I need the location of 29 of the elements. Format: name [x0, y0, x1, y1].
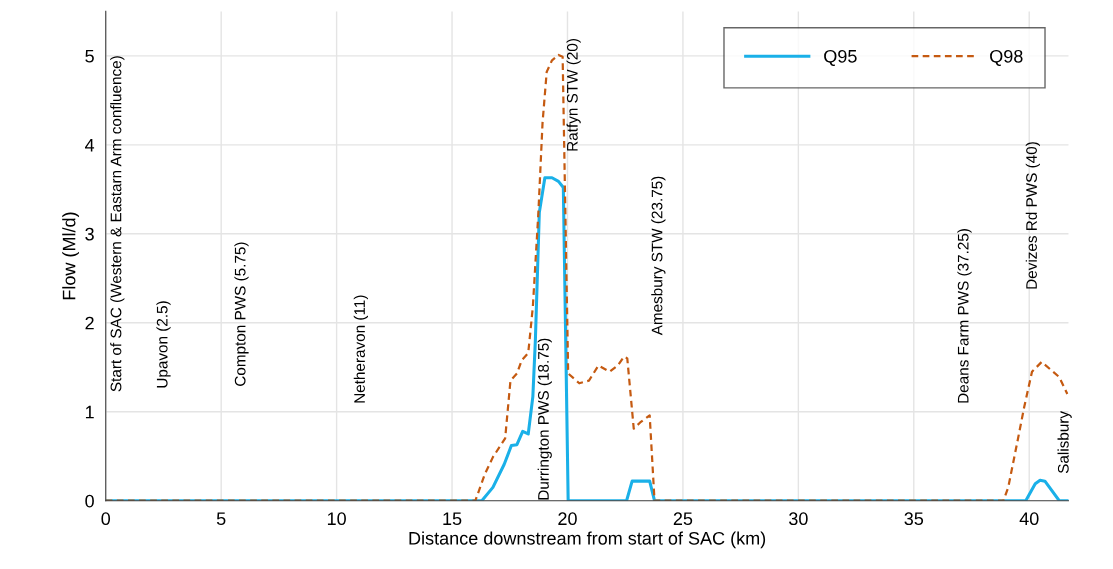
y-tick-label: 4 [85, 138, 95, 152]
x-tick-label: 25 [673, 512, 693, 526]
annotation: Durrington PWS (18.75) [537, 338, 552, 500]
x-tick-label: 5 [216, 512, 226, 526]
y-tick-label: 2 [85, 316, 94, 330]
x-axis-title: Distance downstream from start of SAC (km) [409, 531, 766, 549]
annotation: Upavon (2.5) [156, 301, 171, 388]
y-tick-label: 0 [85, 494, 94, 508]
annotation: Start of SAC (Western & Eastarn Arm confluence) [110, 56, 125, 392]
legend-label: Q95 [824, 49, 857, 66]
x-tick-label: 10 [327, 512, 346, 526]
annotation: Ratfyn STW (20) [566, 39, 581, 151]
legend-label: Q98 [990, 49, 1023, 66]
x-tick-label: 0 [101, 512, 111, 526]
annotation: Deans Farm PWS (37.25) [957, 229, 972, 403]
x-tick-label: 35 [904, 512, 924, 526]
x-tick-label: 15 [443, 512, 462, 526]
y-tick-label: 5 [85, 49, 94, 63]
y-tick-label: 1 [85, 405, 94, 419]
x-tick-label: 40 [1019, 512, 1039, 526]
annotation: Amesbury STW (23.75) [651, 176, 666, 336]
x-tick-label: 30 [789, 512, 808, 526]
x-tick-label: 20 [558, 512, 577, 526]
annotation: Netheravon (11) [353, 295, 368, 403]
annotation: Compton PWS (5.75) [234, 242, 249, 386]
annotation: Devizes Rd PWS (40) [1025, 142, 1040, 289]
annotation: Salisbury [1057, 411, 1072, 474]
y-tick-label: 3 [85, 227, 94, 241]
y-axis-title: Flow (Ml/d) [62, 212, 80, 300]
